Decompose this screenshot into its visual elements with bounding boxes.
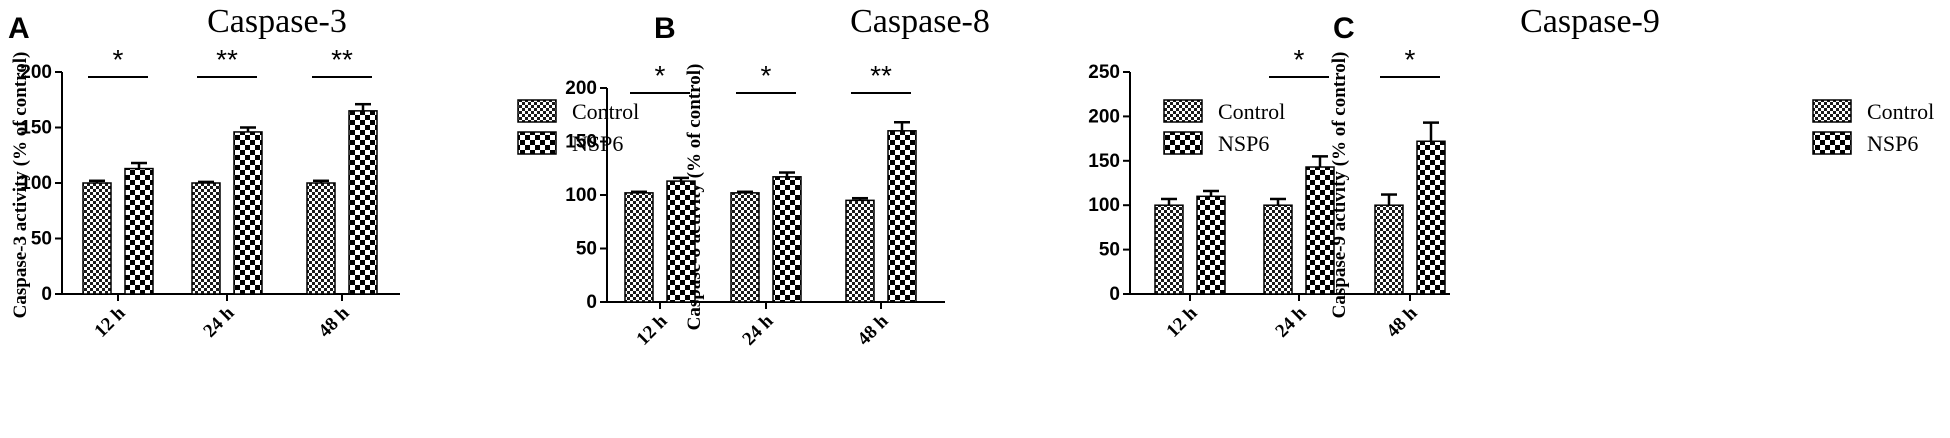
panel-b-bar-nsp6 <box>666 180 696 303</box>
panel-b-bar-control <box>624 192 654 303</box>
panel-a-letter: A <box>8 12 30 45</box>
panel-b-significance-marker: * <box>761 60 772 91</box>
panel-b-bar-nsp6 <box>772 176 802 303</box>
panel-b-x-tick-label: 12 h <box>632 310 671 349</box>
panel-b-letter: B <box>654 12 676 45</box>
panel-c-legend-control-label: Control <box>1867 99 1934 124</box>
panel-a-bar-control <box>306 182 336 295</box>
panel-a-bar-nsp6 <box>233 131 263 295</box>
panel-a-y-tick-label: 100 <box>20 173 52 194</box>
panel-b-y-tick-label: 50 <box>576 239 597 260</box>
panel-c-bar-nsp6 <box>1305 166 1335 295</box>
panel-b-significance-marker: ** <box>870 60 892 91</box>
panel-c-bar-control <box>1374 204 1404 295</box>
panel-c-legend-control-swatch <box>1812 99 1852 123</box>
panel-a-significance-marker: ** <box>331 44 353 75</box>
panel-a-significance-marker: * <box>113 44 124 75</box>
panel-c-y-tick-label: 50 <box>1099 240 1120 261</box>
panel-a-legend-nsp6-label: NSP6 <box>572 131 623 156</box>
panel-b-legend-control-label: Control <box>1218 99 1285 124</box>
panel-a-x-tick-label: 48 h <box>314 302 353 341</box>
panel-b-plot: 0 50 100 150 200 12 h * 24 h * 48 h ** <box>565 60 1203 350</box>
panel-b-x-tick-label: 48 h <box>853 310 892 349</box>
panel-c-y-tick-label: 0 <box>1109 284 1120 305</box>
panel-b-y-tick-label: 100 <box>565 185 597 206</box>
panel-c-plot: 0 50 100 150 200 250 12 h 24 h * 48 h * <box>1088 44 1852 342</box>
panel-a-bar-nsp6 <box>124 167 154 295</box>
panel-b-bar-nsp6 <box>887 130 917 303</box>
panel-b-title: Caspase-8 <box>850 3 990 40</box>
panel-a-legend-nsp6-swatch <box>517 131 557 155</box>
panel-b-legend-control-swatch <box>1163 99 1203 123</box>
panel-a-significance-marker: ** <box>216 44 238 75</box>
panel-c-significance-marker: * <box>1405 44 1416 75</box>
panel-b-y-tick-label: 200 <box>565 78 597 99</box>
panel-a-bar-nsp6 <box>348 110 378 295</box>
panel-a-plot: 0 50 100 150 200 12 h * 24 h ** 48 h ** <box>20 44 557 342</box>
panel-c-bar-nsp6 <box>1416 140 1446 295</box>
panel-c-significance-marker: * <box>1294 44 1305 75</box>
panel-a-x-tick-label: 12 h <box>90 302 129 341</box>
panel-a-legend-control-swatch <box>517 99 557 123</box>
panel-a-y-tick-label: 150 <box>20 118 52 139</box>
panel-c-y-tick-label: 200 <box>1088 106 1120 127</box>
panel-c-x-tick-label: 24 h <box>1271 302 1310 341</box>
panel-c-bar-control <box>1263 204 1293 295</box>
panel-c-y-tick-label: 100 <box>1088 195 1120 216</box>
panel-b-bar-control <box>730 192 760 303</box>
panel-b-legend-nsp6-swatch <box>1163 131 1203 155</box>
panel-c-y-tick-label: 250 <box>1088 62 1120 83</box>
panel-a: A Caspase-3 Caspase-3 activity (% of con… <box>8 3 639 318</box>
panel-c-bar-nsp6 <box>1196 195 1226 295</box>
panel-a-y-tick-label: 50 <box>31 229 52 250</box>
panel-c-letter: C <box>1333 12 1355 45</box>
panel-c-legend-nsp6-label: NSP6 <box>1867 131 1918 156</box>
panel-b-y-tick-label: 0 <box>586 292 597 313</box>
panel-c-legend-nsp6-swatch <box>1812 131 1852 155</box>
panel-a-bar-control <box>82 182 112 295</box>
panel-b-y-tick-label: 150 <box>565 132 597 153</box>
panel-c-x-tick-label: 48 h <box>1382 302 1421 341</box>
panel-a-y-axis-label: Caspase-3 activity (% of control) <box>10 52 31 319</box>
panel-a-y-tick-label: 0 <box>41 284 52 305</box>
panel-c-x-tick-label: 12 h <box>1162 302 1201 341</box>
panel-a-title: Caspase-3 <box>207 3 347 40</box>
panel-b-legend-nsp6-label: NSP6 <box>1218 131 1269 156</box>
panel-a-y-tick-label: 200 <box>20 62 52 83</box>
panel-b-bar-control <box>845 199 875 303</box>
panel-b-significance-marker: * <box>655 60 666 91</box>
panel-c-bar-control <box>1154 204 1184 295</box>
panel-a-legend-control-label: Control <box>572 99 639 124</box>
panel-c-title: Caspase-9 <box>1520 3 1660 40</box>
panel-b-x-tick-label: 24 h <box>738 310 777 349</box>
panel-c-y-tick-label: 150 <box>1088 151 1120 172</box>
panel-a-x-tick-label: 24 h <box>199 302 238 341</box>
panel-a-bar-control <box>191 182 221 295</box>
